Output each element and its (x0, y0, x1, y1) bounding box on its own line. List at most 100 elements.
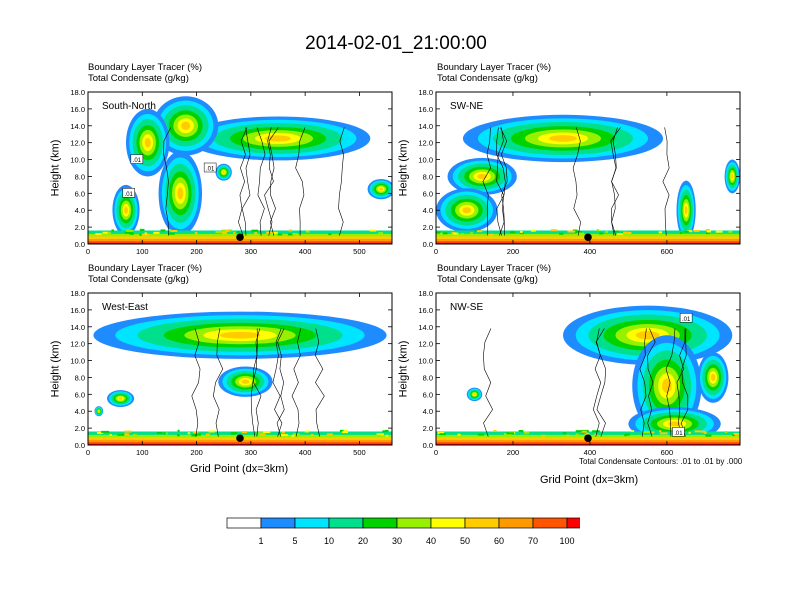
condensate-contour (496, 127, 506, 236)
y-tick-label: 14.0 (70, 122, 85, 131)
boundary-layer-speckle (439, 433, 446, 436)
colorbar-label: 20 (358, 536, 368, 546)
y-tick-label: 10.0 (418, 156, 433, 165)
boundary-layer-speckle (292, 233, 298, 236)
boundary-layer-band (88, 442, 392, 445)
boundary-layer-speckle (170, 229, 178, 232)
boundary-layer-band (436, 443, 740, 445)
boundary-layer-speckle (614, 230, 620, 233)
boundary-layer-speckle (139, 233, 142, 236)
condensate-contour (680, 328, 689, 437)
plot-frame (87, 292, 393, 446)
x-tick-label: 0 (86, 247, 90, 256)
boundary-layer-speckle (506, 432, 515, 435)
panel-3-title-line2: Total Condensate (g/kg) (88, 273, 189, 285)
boundary-layer-speckle (124, 430, 132, 433)
cloud-level-7 (668, 421, 682, 427)
cloud-level-7 (177, 187, 184, 200)
contour-label-box (672, 427, 685, 437)
x-tick-label: 100 (136, 448, 149, 457)
contour-label: .01 (133, 158, 142, 164)
boundary-layer-speckle (470, 232, 473, 235)
condensate-contour (276, 328, 285, 437)
boundary-layer-speckle (562, 432, 567, 435)
boundary-layer-speckle (625, 433, 630, 436)
boundary-layer-speckle (519, 232, 524, 235)
panel-2-title: Boundary Layer Tracer (%) Total Condensa… (437, 62, 551, 84)
boundary-layer-speckle (577, 232, 585, 235)
condensate-contour (238, 127, 248, 236)
boundary-layer-speckle (705, 434, 712, 437)
cloud-level-7 (635, 331, 660, 340)
boundary-layer-speckle (124, 231, 133, 234)
boundary-layer-speckle (254, 232, 258, 235)
condensate-contour (572, 127, 581, 236)
colorbar: 1 5 10 20 30 40 50 60 70 100 (226, 517, 580, 546)
x-tick-label: 400 (584, 247, 597, 256)
x-tick-label: 500 (353, 247, 366, 256)
cloud-level-7 (473, 393, 476, 396)
y-tick-label: 16.0 (70, 306, 85, 315)
boundary-layer-speckle (703, 431, 707, 434)
boundary-layer-speckle (705, 229, 710, 232)
boundary-layer-speckle (550, 229, 558, 232)
colorbar-label: 1 (258, 536, 263, 546)
y-tick-label: 8.0 (423, 373, 433, 382)
contour-label: .01 (206, 167, 215, 173)
boundary-layer-speckle (733, 433, 740, 436)
boundary-layer-speckle (623, 231, 628, 234)
condensate-contour (595, 328, 607, 437)
boundary-layer-speckle (144, 232, 147, 235)
x-tick-label: 200 (507, 247, 520, 256)
boundary-layer-speckle (271, 231, 278, 234)
condensate-contour (665, 328, 676, 437)
main-title: 2014-02-01_21:00:00 (305, 33, 487, 54)
boundary-layer-speckle (509, 231, 516, 234)
boundary-layer-speckle (715, 230, 723, 233)
boundary-layer-speckle (441, 232, 448, 235)
boundary-layer-speckle (165, 432, 168, 435)
colorbar-label: 70 (528, 536, 538, 546)
contour-label: .01 (125, 192, 134, 198)
boundary-layer-speckle (95, 233, 102, 236)
colorbar-swatch (328, 517, 364, 529)
cloud-level-7 (144, 137, 151, 148)
y-tick-label: 2.0 (423, 223, 433, 232)
boundary-layer-speckle (262, 431, 271, 434)
boundary-layer-speckle (385, 434, 389, 437)
boundary-layer-speckle (642, 431, 651, 434)
y-tick-label: 0.0 (423, 441, 433, 450)
colorbar-label: 50 (460, 536, 470, 546)
y-tick-label: 0.0 (75, 441, 85, 450)
boundary-layer-speckle (194, 232, 198, 235)
condensate-contour (639, 328, 647, 437)
panel-2-title-line2: Total Condensate (g/kg) (437, 72, 538, 84)
y-tick-label: 8.0 (75, 373, 85, 382)
section-name: SW-NE (450, 101, 483, 112)
boundary-layer-speckle (376, 433, 384, 436)
y-tick-label: 16.0 (418, 105, 433, 114)
y-tick-label: 14.0 (418, 122, 433, 131)
boundary-layer-speckle (304, 430, 309, 433)
boundary-layer-speckle (541, 434, 546, 437)
boundary-layer-speckle (277, 233, 283, 236)
location-marker (236, 434, 244, 443)
boundary-layer-speckle (129, 232, 135, 235)
x-tick-label: 400 (584, 448, 597, 457)
condensate-contour (647, 328, 656, 437)
boundary-layer-speckle (205, 433, 210, 436)
boundary-layer-speckle (139, 228, 145, 231)
boundary-layer-speckle (651, 431, 655, 434)
x-tick-label: 500 (353, 448, 366, 457)
cloud-level-7 (97, 410, 100, 413)
boundary-layer-speckle (599, 232, 604, 235)
boundary-layer-speckle (596, 229, 600, 232)
boundary-layer-speckle (163, 432, 166, 435)
boundary-layer-speckle (683, 230, 689, 233)
condensate-contour (483, 328, 493, 437)
x-tick-label: 300 (245, 247, 258, 256)
boundary-layer-speckle (706, 230, 711, 233)
boundary-layer-speckle (280, 434, 288, 437)
boundary-layer-speckle (706, 232, 710, 235)
boundary-layer-speckle (302, 434, 305, 437)
